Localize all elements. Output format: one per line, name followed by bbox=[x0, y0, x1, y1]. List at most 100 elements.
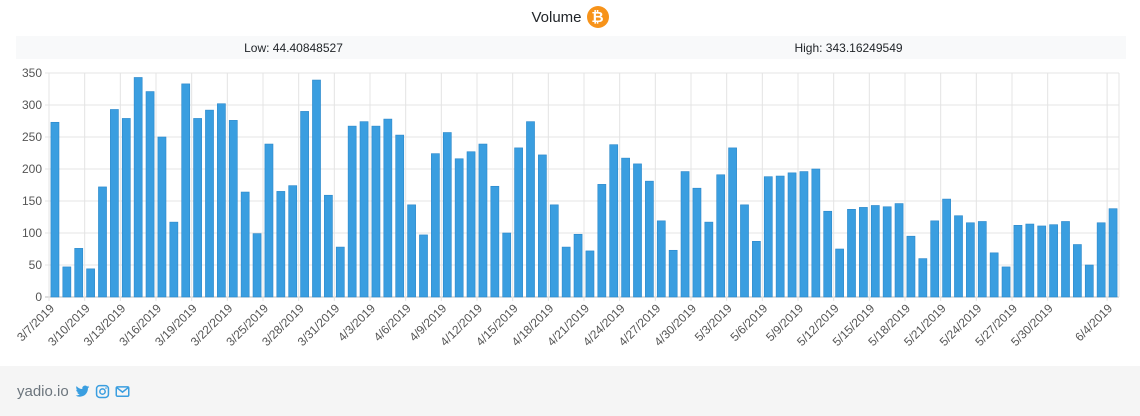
bar-3/14/2019 bbox=[133, 77, 143, 298]
bar-4/6/2019 bbox=[407, 204, 416, 298]
bar-4/27/2019 bbox=[656, 220, 666, 298]
bar-3/19/2019 bbox=[193, 118, 202, 298]
bar-3/7/2019 bbox=[50, 121, 60, 298]
bar-5/23/2019 bbox=[966, 222, 975, 298]
mail-icon[interactable] bbox=[115, 384, 130, 399]
bar-3/25/2019 bbox=[264, 143, 274, 298]
bar-3/15/2019 bbox=[145, 91, 155, 298]
bar-4/10/2019 bbox=[454, 158, 464, 298]
y-tick-label: 250 bbox=[22, 130, 42, 144]
bar-5/28/2019 bbox=[1025, 223, 1035, 298]
x-tick-label: 5/6/2019 bbox=[727, 301, 770, 344]
bar-3/31/2019 bbox=[335, 246, 345, 298]
chart-title: Volume bbox=[531, 8, 582, 26]
bar-5/2/2019 bbox=[716, 174, 726, 298]
twitter-icon[interactable] bbox=[75, 384, 90, 399]
bar-3/8/2019 bbox=[62, 266, 72, 298]
bar-4/19/2019 bbox=[561, 246, 571, 298]
y-tick-label: 0 bbox=[35, 290, 42, 304]
bar-5/22/2019 bbox=[954, 215, 963, 298]
bar-3/30/2019 bbox=[324, 194, 333, 298]
bar-5/1/2019 bbox=[704, 221, 714, 298]
bar-5/21/2019 bbox=[942, 198, 951, 298]
bar-4/25/2019 bbox=[633, 163, 642, 298]
bar-4/22/2019 bbox=[597, 184, 607, 298]
y-tick-label: 150 bbox=[22, 194, 42, 208]
bar-6/4/2019 bbox=[1108, 208, 1118, 298]
bar-4/16/2019 bbox=[526, 121, 535, 298]
bar-3/21/2019 bbox=[217, 103, 226, 298]
bar-4/30/2019 bbox=[692, 187, 702, 298]
bar-4/23/2019 bbox=[609, 144, 619, 298]
bar-4/15/2019 bbox=[514, 147, 523, 298]
bar-3/26/2019 bbox=[276, 191, 286, 298]
bar-4/8/2019 bbox=[431, 153, 440, 298]
bar-6/1/2019 bbox=[1073, 244, 1082, 298]
y-tick-label: 350 bbox=[22, 66, 42, 80]
bar-5/15/2019 bbox=[870, 205, 880, 298]
bar-4/17/2019 bbox=[538, 154, 547, 298]
bar-5/3/2019 bbox=[728, 147, 737, 298]
bar-4/5/2019 bbox=[395, 134, 405, 298]
stats-bar: Low: 44.40848527 High: 343.16249549 bbox=[16, 36, 1126, 59]
bar-5/10/2019 bbox=[811, 168, 821, 298]
bar-5/26/2019 bbox=[1001, 266, 1011, 298]
y-tick-label: 200 bbox=[22, 162, 42, 176]
bar-4/13/2019 bbox=[490, 185, 500, 298]
bar-4/29/2019 bbox=[680, 171, 690, 298]
bar-3/29/2019 bbox=[312, 79, 321, 298]
bar-4/7/2019 bbox=[419, 234, 428, 298]
x-tick-label: 4/3/2019 bbox=[335, 301, 378, 344]
bar-4/28/2019 bbox=[668, 249, 678, 298]
bar-5/4/2019 bbox=[740, 204, 749, 298]
bar-3/27/2019 bbox=[288, 185, 298, 298]
bar-5/20/2019 bbox=[930, 220, 940, 298]
bar-3/17/2019 bbox=[169, 221, 179, 298]
y-tick-label: 100 bbox=[22, 226, 42, 240]
footer-brand[interactable]: yadio.io bbox=[17, 382, 69, 400]
bitcoin-icon: ₿ bbox=[586, 6, 609, 28]
x-tick-label: 5/3/2019 bbox=[692, 301, 735, 344]
bar-3/10/2019 bbox=[86, 268, 95, 298]
bar-4/4/2019 bbox=[383, 118, 393, 298]
bar-4/12/2019 bbox=[478, 143, 488, 298]
bar-6/3/2019 bbox=[1096, 222, 1106, 298]
volume-chart: 0501001502002503003503/7/20193/10/20193/… bbox=[14, 66, 1120, 349]
bar-5/31/2019 bbox=[1061, 221, 1070, 298]
bar-5/29/2019 bbox=[1037, 225, 1047, 298]
bar-5/24/2019 bbox=[977, 221, 987, 298]
footer: yadio.io bbox=[0, 366, 1140, 416]
bar-3/22/2019 bbox=[228, 120, 238, 298]
bar-5/25/2019 bbox=[989, 252, 999, 298]
bar-3/12/2019 bbox=[110, 109, 119, 298]
footer-social-icons bbox=[75, 384, 130, 399]
bar-4/21/2019 bbox=[585, 250, 595, 298]
bar-3/24/2019 bbox=[252, 233, 262, 298]
bar-4/1/2019 bbox=[347, 125, 357, 298]
bar-5/11/2019 bbox=[823, 210, 833, 298]
bar-4/14/2019 bbox=[502, 232, 512, 298]
bar-5/18/2019 bbox=[906, 235, 916, 298]
bar-4/26/2019 bbox=[645, 180, 654, 298]
bar-3/11/2019 bbox=[98, 186, 107, 298]
bar-5/13/2019 bbox=[847, 209, 856, 298]
bar-5/17/2019 bbox=[894, 203, 904, 298]
bar-5/14/2019 bbox=[859, 207, 868, 298]
x-tick-label: 4/6/2019 bbox=[371, 301, 414, 344]
x-tick-label: 6/4/2019 bbox=[1072, 301, 1115, 344]
bar-4/18/2019 bbox=[549, 204, 559, 298]
bar-4/2/2019 bbox=[359, 121, 369, 298]
bar-5/27/2019 bbox=[1013, 225, 1023, 298]
bar-5/6/2019 bbox=[763, 176, 773, 298]
bar-5/19/2019 bbox=[918, 258, 928, 298]
bar-3/23/2019 bbox=[240, 191, 250, 298]
y-tick-label: 300 bbox=[22, 98, 42, 112]
bar-3/13/2019 bbox=[121, 118, 131, 298]
bar-4/9/2019 bbox=[442, 132, 452, 298]
bar-3/20/2019 bbox=[205, 109, 214, 298]
bar-4/24/2019 bbox=[621, 157, 630, 298]
bar-5/5/2019 bbox=[752, 241, 761, 298]
bar-5/12/2019 bbox=[835, 248, 844, 298]
bar-4/3/2019 bbox=[371, 125, 381, 298]
instagram-icon[interactable] bbox=[95, 384, 110, 399]
